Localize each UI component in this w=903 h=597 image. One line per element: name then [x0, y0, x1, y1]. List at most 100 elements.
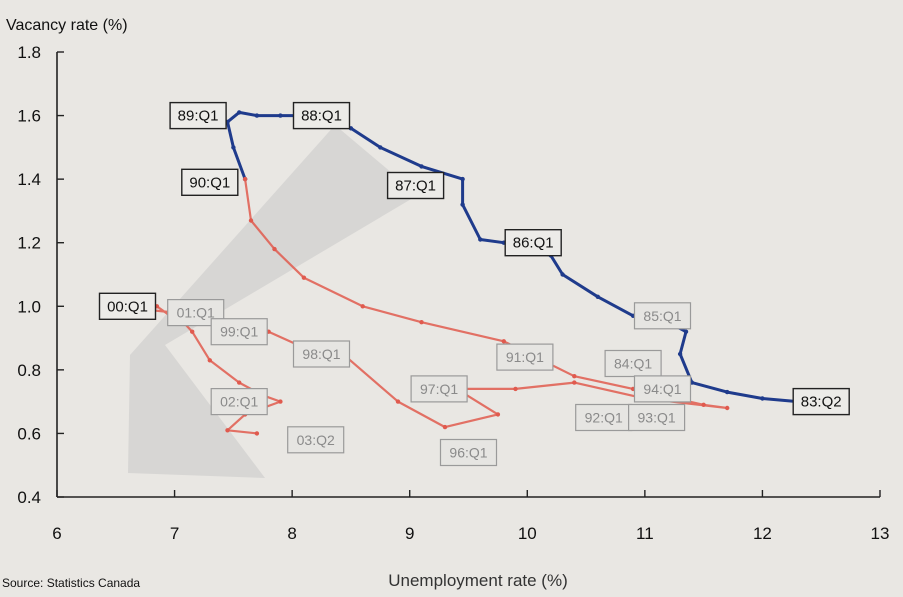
series-point — [378, 145, 383, 150]
series-point — [248, 218, 254, 223]
annotation-label: 89:Q1 — [178, 108, 219, 125]
y-tick-label: 1.6 — [17, 107, 41, 126]
trend-arrow — [128, 125, 418, 478]
series-point — [272, 246, 277, 252]
annotation-label: 83:Q2 — [801, 394, 842, 411]
x-tick-label: 7 — [170, 524, 179, 543]
x-tick-label: 12 — [753, 524, 772, 543]
annotation-box — [167, 299, 225, 327]
annotation-box — [792, 387, 850, 416]
annotation-label: 94:Q1 — [643, 381, 681, 397]
series-point — [278, 399, 283, 404]
y-axis-title: Vacancy rate (%) — [6, 17, 128, 34]
annotation-box — [633, 375, 692, 403]
annotation-box — [604, 349, 662, 378]
annotation-label: 99:Q1 — [220, 324, 258, 340]
series-point — [572, 380, 577, 385]
series-point — [572, 374, 577, 379]
x-tick-label: 10 — [518, 524, 537, 543]
annotation-box — [504, 228, 562, 257]
annotation-box — [633, 302, 692, 330]
series-point — [207, 358, 212, 363]
annotation-label: 98:Q1 — [302, 346, 340, 362]
annotation-label: 02:Q1 — [220, 394, 258, 410]
annotation-box — [287, 426, 345, 454]
annotation-label: 84:Q1 — [614, 356, 652, 372]
series-point — [419, 320, 424, 325]
series-point — [419, 164, 424, 169]
annotation-box — [292, 101, 351, 130]
series-point — [595, 294, 600, 299]
x-tick-label: 6 — [52, 524, 61, 543]
x-tick-label: 8 — [287, 524, 296, 543]
y-tick-label: 1.4 — [17, 170, 41, 189]
series-point — [478, 237, 483, 242]
annotation-label: 87:Q1 — [395, 178, 436, 195]
y-tick-label: 1.0 — [17, 297, 41, 316]
annotation-labels: 89:Q1 88:Q1 90:Q1 87:Q1 86:Q1 85:Q1 00:Q1 01:Q1… — [98, 101, 850, 467]
annotation-label: 90:Q1 — [189, 174, 230, 191]
annotation-box — [210, 388, 268, 416]
series-point — [501, 339, 506, 344]
series-line-1990-2003 — [144, 178, 729, 435]
series-point — [237, 380, 242, 385]
x-axis-title: Unemployment rate (%) — [388, 571, 568, 590]
y-tick-label: 1.8 — [17, 43, 41, 62]
series-point — [495, 412, 501, 417]
annotation-label: 92:Q1 — [585, 410, 623, 426]
annotation-label: 03:Q2 — [297, 432, 335, 448]
series-point — [237, 110, 242, 115]
series-point — [460, 202, 465, 207]
annotation-label: 01:Q1 — [177, 305, 215, 321]
series-point — [760, 396, 765, 401]
series-point — [683, 329, 689, 334]
series-point — [677, 351, 683, 357]
series-point — [231, 145, 236, 150]
series-point — [701, 402, 706, 407]
x-tick-label: 13 — [871, 524, 890, 543]
series-point — [725, 405, 730, 411]
axes — [56, 52, 880, 498]
annotation-box — [410, 375, 468, 403]
series-point — [442, 424, 448, 430]
y-tick-label: 0.8 — [17, 361, 41, 380]
series-point — [225, 428, 230, 433]
y-tick-label: 0.6 — [17, 424, 41, 443]
series-point — [301, 275, 307, 280]
series-point — [460, 176, 465, 182]
annotation-box — [386, 171, 445, 200]
annotation-box — [169, 101, 227, 130]
source-note: Source: Statistics Canada — [2, 576, 140, 590]
series-point — [190, 329, 195, 334]
annotation-box — [98, 292, 157, 320]
series-point — [560, 272, 565, 277]
series-point — [254, 113, 260, 118]
annotation-label: 88:Q1 — [301, 108, 342, 125]
y-tick-label: 1.2 — [17, 234, 41, 253]
series-point — [513, 386, 518, 392]
annotation-box — [627, 403, 686, 432]
x-tick-label: 11 — [636, 524, 654, 543]
series-point — [360, 304, 365, 309]
series-point — [242, 176, 248, 182]
annotation-box — [496, 343, 554, 371]
annotation-box — [181, 168, 239, 197]
annotation-label: 85:Q1 — [643, 308, 681, 324]
annotation-label: 86:Q1 — [513, 235, 554, 252]
annotation-label: 91:Q1 — [506, 349, 544, 365]
annotation-label: 93:Q1 — [638, 410, 676, 426]
series-point — [254, 431, 260, 436]
series-point — [395, 399, 401, 404]
axis-ticks: 6 7 8 9 10 11 12 13 0.4 0.6 0.8 1.0 1.2 1.4 1.6 1.8 — [17, 43, 889, 543]
annotation-box — [210, 318, 268, 346]
annotation-box — [575, 403, 633, 432]
annotation-label: 00:Q1 — [107, 298, 148, 315]
y-tick-label: 0.4 — [17, 488, 41, 507]
series-point — [278, 113, 283, 118]
annotation-label: 96:Q1 — [449, 445, 487, 461]
annotation-box — [292, 340, 351, 368]
annotation-box — [439, 438, 498, 467]
x-tick-label: 9 — [405, 524, 414, 543]
annotation-label: 97:Q1 — [420, 381, 458, 397]
